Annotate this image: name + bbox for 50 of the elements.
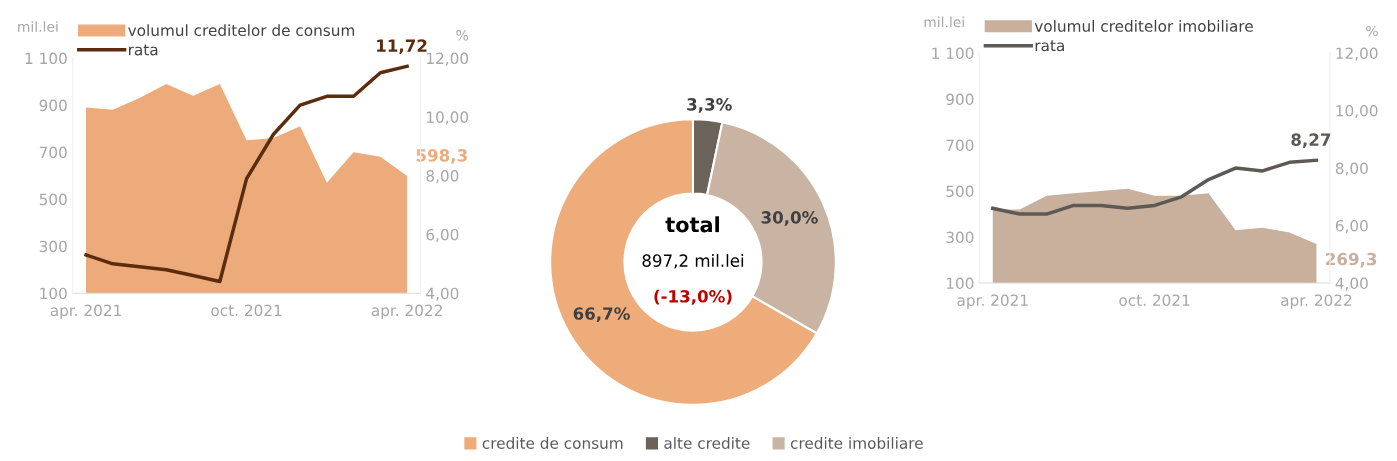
- y2-tick-label: 8,00: [1335, 162, 1368, 176]
- y-tick-label: 900: [39, 99, 67, 112]
- y2-tick-label: 10,00: [1336, 104, 1378, 119]
- y2-tick-label: 8,00: [426, 170, 459, 184]
- y2-tick-label: 10,00: [427, 111, 469, 125]
- x-tick-label: apr. 2022: [1281, 294, 1352, 309]
- y2-tick-label: 6,00: [1335, 220, 1368, 234]
- data-label: 66,7%: [573, 307, 630, 322]
- y-tick-label: 700: [39, 146, 67, 159]
- text: (-13,0%): [654, 289, 732, 305]
- data-label: 269,3: [1326, 252, 1377, 268]
- data-label: 8,27: [1291, 133, 1331, 149]
- y2-axis-title: %: [1366, 25, 1378, 37]
- y-tick-label: 700: [946, 139, 974, 152]
- data-label: 3,3%: [687, 98, 732, 113]
- y2-tick-label: 4,00: [1335, 277, 1368, 291]
- x-tick-label: oct. 2021: [1119, 294, 1190, 306]
- legend-label: rata: [1035, 40, 1064, 52]
- y2-tick-label: 6,00: [426, 228, 459, 242]
- y-tick-label: 100: [40, 287, 67, 300]
- x-tick-label: apr. 2021: [50, 304, 121, 320]
- legend-label: alte credite: [664, 437, 750, 449]
- legend-label: volumul creditelor imobiliare: [1034, 20, 1253, 32]
- text: 897,2 mil.lei: [642, 254, 744, 269]
- y2-tick-label: 12,00: [427, 52, 469, 66]
- data-label: 30,0%: [761, 211, 818, 226]
- y-axis-title: mil.lei: [924, 16, 964, 28]
- y-tick-label: 1 100: [932, 47, 974, 60]
- y-tick-label: 500: [946, 185, 974, 198]
- y-axis-title: mil.lei: [18, 21, 58, 32]
- legend-label: volumul creditelor de consum: [128, 24, 355, 37]
- data-label: 598,3: [416, 149, 467, 164]
- data-label: 11,72: [377, 39, 427, 55]
- legend-label: credite imobiliare: [790, 437, 923, 449]
- x-tick-label: apr. 2021: [957, 294, 1028, 309]
- y-tick-label: 1 100: [25, 52, 67, 65]
- y-tick-label: 100: [946, 277, 974, 290]
- y2-axis-title: %: [456, 30, 469, 41]
- legend-label: rata: [129, 44, 158, 56]
- y-tick-label: 300: [39, 240, 67, 253]
- y2-tick-label: 12,00: [1336, 47, 1378, 61]
- text: total: [665, 216, 719, 233]
- y-tick-label: 500: [39, 193, 67, 206]
- line-series: [991, 158, 1319, 216]
- legend-label: credite de consum: [482, 437, 623, 449]
- x-tick-label: oct. 2021: [211, 304, 282, 317]
- y-tick-label: 900: [946, 93, 974, 106]
- x-tick-label: apr. 2022: [371, 304, 442, 320]
- y-tick-label: 300: [946, 231, 974, 244]
- y2-tick-label: 4,00: [426, 287, 459, 301]
